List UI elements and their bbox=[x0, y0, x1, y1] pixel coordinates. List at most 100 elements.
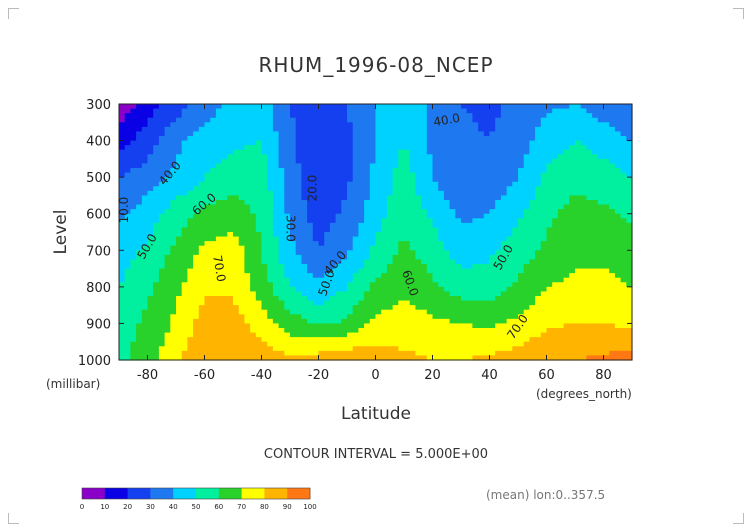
contour-cell bbox=[546, 291, 553, 297]
contour-cell bbox=[210, 309, 217, 315]
contour-cell bbox=[221, 186, 228, 192]
contour-cell bbox=[141, 126, 149, 133]
contour-cell bbox=[409, 264, 416, 270]
contour-cell bbox=[443, 250, 451, 256]
contour-cell bbox=[164, 337, 171, 343]
contour-cell bbox=[176, 350, 183, 357]
contour-cell bbox=[415, 300, 422, 306]
contour-cell bbox=[512, 254, 519, 261]
contour-cell bbox=[472, 122, 479, 128]
contour-cell bbox=[540, 314, 548, 320]
contour-cell bbox=[455, 195, 462, 201]
contour-cell bbox=[540, 309, 548, 315]
contour-cell bbox=[124, 190, 131, 197]
contour-cell bbox=[187, 213, 194, 219]
contour-cell bbox=[432, 332, 439, 338]
contour-cell bbox=[421, 181, 428, 187]
contour-cell bbox=[158, 209, 166, 215]
contour-cell bbox=[381, 309, 388, 315]
contour-cell bbox=[244, 300, 251, 306]
contour-cell bbox=[614, 264, 622, 270]
contour-cell bbox=[478, 328, 485, 334]
contour-cell bbox=[295, 245, 302, 251]
contour-cell bbox=[529, 232, 536, 238]
contour-cell bbox=[181, 337, 188, 343]
contour-cell bbox=[540, 200, 548, 206]
contour-cell bbox=[455, 300, 462, 306]
contour-cell bbox=[398, 222, 405, 229]
contour-cell bbox=[238, 328, 245, 334]
contour-cell bbox=[255, 158, 263, 165]
contour-cell bbox=[512, 122, 519, 128]
contour-cell bbox=[369, 268, 377, 274]
contour-cell bbox=[415, 328, 422, 334]
contour-cell bbox=[352, 145, 359, 151]
contour-cell bbox=[386, 222, 394, 229]
contour-cell bbox=[141, 122, 149, 128]
contour-cell bbox=[261, 154, 268, 160]
contour-cell bbox=[466, 245, 473, 251]
contour-cell bbox=[614, 108, 622, 114]
contour-cell bbox=[398, 149, 405, 155]
contour-cell bbox=[626, 163, 633, 169]
contour-cell bbox=[404, 277, 411, 283]
contour-cell bbox=[563, 140, 570, 146]
contour-cell bbox=[557, 168, 565, 174]
contour-cell bbox=[443, 268, 451, 274]
contour-cell bbox=[278, 104, 285, 110]
contour-cell bbox=[233, 328, 240, 334]
contour-cell bbox=[489, 145, 496, 151]
contour-cell bbox=[341, 236, 348, 242]
contour-cell bbox=[301, 309, 308, 315]
contour-cell bbox=[449, 117, 456, 123]
contour-cell bbox=[141, 273, 149, 279]
contour-cell bbox=[575, 190, 582, 197]
contour-cell bbox=[472, 277, 479, 283]
contour-cell bbox=[421, 309, 428, 315]
contour-cell bbox=[284, 328, 291, 334]
contour-cell bbox=[478, 204, 485, 210]
contour-cell bbox=[136, 154, 143, 160]
contour-cell bbox=[358, 300, 365, 306]
contour-cell bbox=[187, 104, 194, 110]
contour-cell bbox=[529, 250, 536, 256]
contour-cell bbox=[546, 200, 553, 206]
contour-cell bbox=[272, 332, 280, 338]
contour-cell bbox=[329, 158, 337, 165]
contour-cell bbox=[301, 337, 308, 343]
contour-cell bbox=[523, 350, 530, 357]
contour-cell bbox=[421, 241, 428, 247]
contour-cell bbox=[557, 154, 565, 160]
contour-cell bbox=[233, 296, 240, 302]
contour-cell bbox=[461, 254, 468, 261]
contour-cell bbox=[278, 145, 285, 151]
contour-cell bbox=[597, 254, 605, 261]
contour-cell bbox=[586, 218, 593, 224]
contour-cell bbox=[586, 291, 593, 297]
contour-cell bbox=[478, 350, 485, 357]
contour-cell bbox=[221, 104, 228, 110]
contour-cell bbox=[335, 209, 342, 215]
contour-cell bbox=[432, 236, 439, 242]
contour-cell bbox=[421, 318, 428, 325]
contour-cell bbox=[552, 350, 559, 357]
contour-cell bbox=[141, 341, 149, 347]
contour-cell bbox=[119, 277, 126, 283]
contour-cell bbox=[244, 282, 251, 288]
contour-cell bbox=[335, 264, 342, 270]
contour-cell bbox=[404, 332, 411, 338]
contour-cell bbox=[141, 218, 149, 224]
contour-cell bbox=[592, 136, 599, 142]
contour-cell bbox=[455, 346, 462, 352]
contour-cell bbox=[284, 250, 291, 256]
contour-cell bbox=[352, 264, 359, 270]
contour-cell bbox=[386, 323, 394, 329]
contour-cell bbox=[614, 209, 622, 215]
contour-cell bbox=[193, 149, 200, 155]
contour-cell bbox=[176, 314, 183, 320]
contour-cell bbox=[432, 209, 439, 215]
contour-cell bbox=[358, 350, 365, 357]
contour-cell bbox=[119, 350, 126, 357]
contour-cell bbox=[500, 227, 508, 233]
contour-cell bbox=[426, 232, 434, 238]
